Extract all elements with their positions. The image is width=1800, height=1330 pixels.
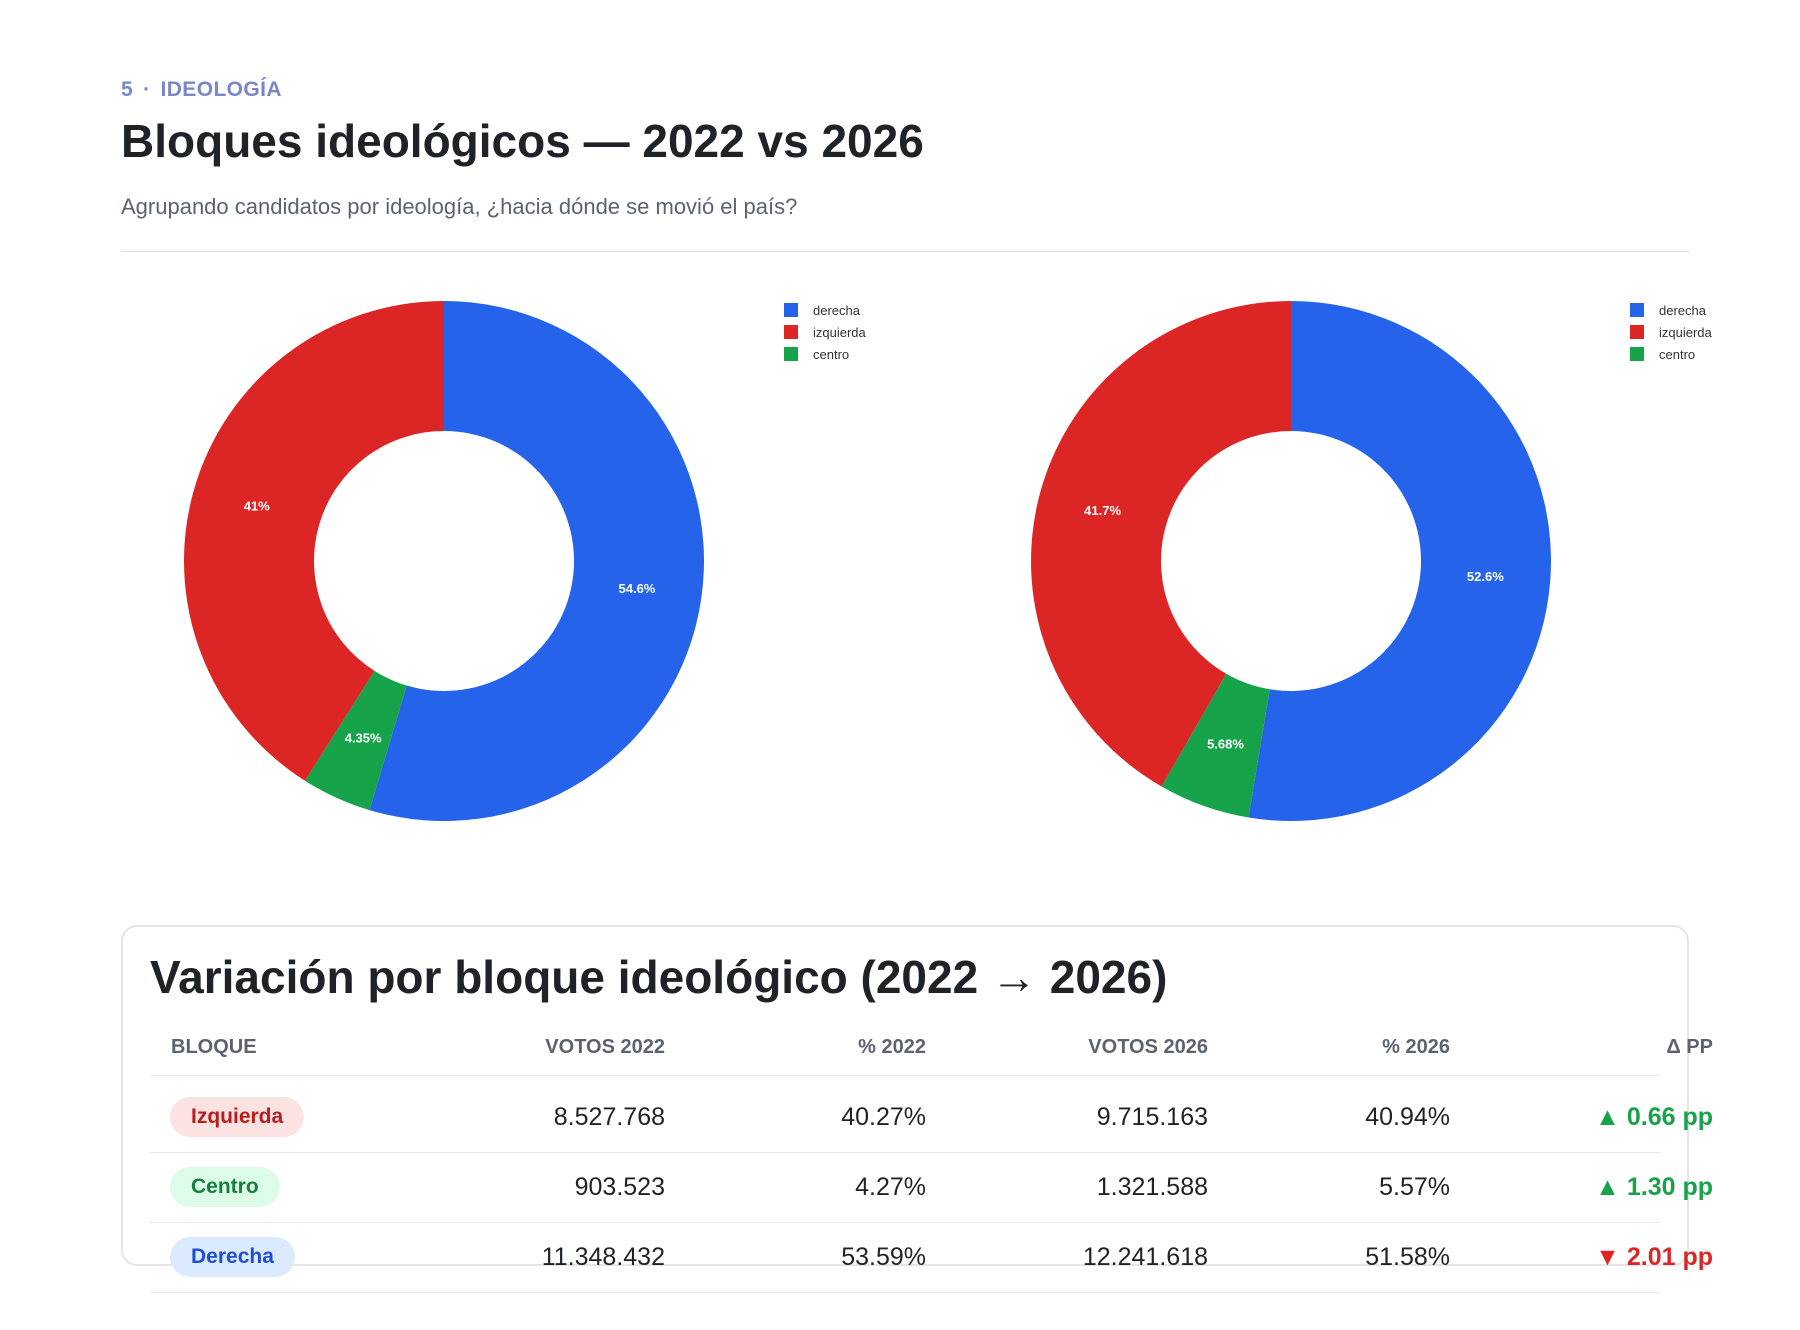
col-header-delta: Δ PP bbox=[1666, 1036, 1713, 1058]
donut-0-slice-centro bbox=[304, 670, 407, 811]
cell-pct-2022: 53.59% bbox=[841, 1243, 926, 1271]
donut-0-slice-derecha bbox=[369, 301, 704, 822]
cell-votos-2026: 9.715.163 bbox=[1096, 1103, 1208, 1131]
donut-1-legend-swatch-izquierda bbox=[1630, 325, 1644, 339]
row-divider bbox=[150, 1292, 1660, 1293]
bloque-badge: Izquierda bbox=[170, 1097, 305, 1137]
donut-1-label-centro: 5.68% bbox=[1207, 737, 1244, 752]
header-row-divider bbox=[150, 1075, 1660, 1076]
col-header-bloque: BLOQUE bbox=[171, 1036, 257, 1058]
donut-1-legend-swatch-centro bbox=[1630, 347, 1644, 361]
col-header-votos-2026: VOTOS 2026 bbox=[1088, 1036, 1208, 1058]
section-label: IDEOLOGÍA bbox=[160, 78, 282, 101]
section-separator: · bbox=[143, 78, 151, 101]
donut-1-slice-centro bbox=[1161, 673, 1270, 818]
cell-delta: ▼ 2.01 pp bbox=[1595, 1243, 1713, 1271]
donut-0-legend-label-derecha: derecha bbox=[813, 303, 861, 318]
table-card bbox=[121, 925, 1689, 1266]
donut-0-label-izquierda: 41% bbox=[244, 499, 270, 514]
cell-pct-2022: 4.27% bbox=[855, 1173, 926, 1201]
page-subtitle: Agrupando candidatos por ideología, ¿hac… bbox=[121, 194, 798, 219]
donut-0-label-derecha: 54.6% bbox=[619, 581, 656, 596]
donut-0-slice-izquierda bbox=[184, 301, 445, 781]
header-divider bbox=[121, 251, 1690, 252]
cell-delta: ▲ 0.66 pp bbox=[1595, 1103, 1713, 1131]
col-header-pct-2022: % 2022 bbox=[858, 1036, 926, 1058]
donut-1-legend-label-centro: centro bbox=[1659, 347, 1695, 362]
cell-votos-2026: 1.321.588 bbox=[1096, 1173, 1208, 1201]
cell-votos-2022: 903.523 bbox=[574, 1173, 665, 1201]
col-header-votos-2022: VOTOS 2022 bbox=[545, 1036, 665, 1058]
donut-1-slice-derecha bbox=[1248, 301, 1552, 821]
cell-pct-2022: 40.27% bbox=[841, 1103, 926, 1131]
donut-1-label-derecha: 52.6% bbox=[1467, 569, 1504, 584]
cell-delta: ▲ 1.30 pp bbox=[1595, 1173, 1713, 1201]
donut-0-legend-swatch-derecha bbox=[784, 303, 798, 317]
row-divider bbox=[150, 1152, 1660, 1153]
donut-1-label-izquierda: 41.7% bbox=[1084, 503, 1121, 518]
donut-1-legend-label-izquierda: izquierda bbox=[1659, 325, 1713, 340]
bloque-badge: Centro bbox=[170, 1167, 280, 1207]
donut-0-legend-label-izquierda: izquierda bbox=[813, 325, 867, 340]
donut-0-label-centro: 4.35% bbox=[345, 730, 382, 745]
donut-1-legend-swatch-derecha bbox=[1630, 303, 1644, 317]
col-header-pct-2026: % 2026 bbox=[1382, 1036, 1450, 1058]
bloque-badge: Derecha bbox=[170, 1237, 295, 1277]
donut-1-slice-izquierda bbox=[1031, 301, 1291, 787]
row-divider bbox=[150, 1222, 1660, 1223]
table-title: Variación por bloque ideológico (2022 → … bbox=[150, 951, 1168, 1003]
donut-1-legend-label-derecha: derecha bbox=[1659, 303, 1707, 318]
cell-votos-2026: 12.241.618 bbox=[1082, 1243, 1208, 1271]
cell-pct-2026: 40.94% bbox=[1365, 1103, 1450, 1131]
section-kicker: 5 · IDEOLOGÍA bbox=[121, 78, 282, 102]
donut-0-legend-swatch-centro bbox=[784, 347, 798, 361]
donut-0-legend-swatch-izquierda bbox=[784, 325, 798, 339]
cell-pct-2026: 5.57% bbox=[1379, 1173, 1450, 1201]
section-number: 5 bbox=[121, 78, 134, 101]
page-title: Bloques ideológicos — 2022 vs 2026 bbox=[121, 115, 924, 167]
cell-votos-2022: 8.527.768 bbox=[553, 1103, 665, 1131]
donut-0-legend-label-centro: centro bbox=[813, 347, 849, 362]
donut-charts: 54.6% 4.35% 41% derecha izquierda centro 52.6%… bbox=[184, 301, 1713, 822]
cell-pct-2026: 51.58% bbox=[1365, 1243, 1450, 1271]
cell-votos-2022: 11.348.432 bbox=[541, 1243, 665, 1271]
